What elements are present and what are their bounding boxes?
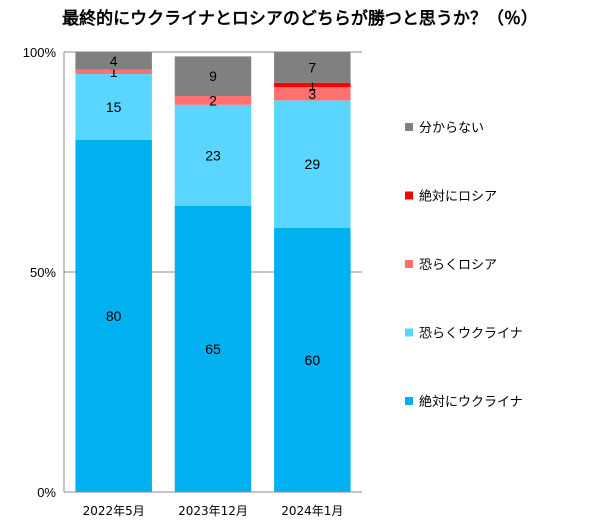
data-label: 1 [110,64,118,80]
legend-label: 恐らくロシア [419,258,497,273]
legend-label: 分からない [419,121,484,136]
data-label: 15 [106,99,122,115]
bar-segment [274,100,351,228]
bar-segment [75,74,152,140]
legend-label: 絶対にウクライナ [419,394,523,410]
x-category-label: 2024年1月 [281,504,343,518]
data-label: 1 [308,77,316,93]
bar-segment [274,52,351,83]
data-label: 65 [205,341,221,357]
y-tick-label: 0% [37,485,56,500]
legend-swatch [405,397,413,405]
bar-segment [274,87,351,101]
legend-swatch [405,260,413,268]
legend-swatch [405,123,413,131]
x-category-label: 2023年12月 [178,504,248,518]
legend-swatch [405,328,413,337]
data-label: 4 [110,53,118,69]
bar-segment [174,206,252,492]
data-label: 23 [205,147,221,163]
bar-segment [75,52,152,70]
bar-segment [174,96,252,105]
x-category-label: 2022年5月 [83,504,145,518]
data-label: 7 [308,59,316,75]
axes: 0% 50% 100% 2022年5月 2023年12月 2024年1月 [23,45,362,518]
data-label: 80 [106,308,122,324]
legend-label: 恐らくウクライナ [419,327,523,342]
data-label: 29 [305,156,321,172]
data-label: 60 [305,352,321,368]
data-label: 9 [209,68,217,84]
bar-segment [174,104,252,206]
legend-label: 絶対にロシア [419,189,497,205]
chart-title: 最終的にウクライナとロシアのどちらが勝つと思うか？（％） [62,9,538,29]
bar-segment [174,56,252,96]
bar-segment [274,228,351,492]
bar-segment [274,82,351,88]
bar-segment [75,69,152,74]
y-tick-label: 50% [30,265,56,280]
legend-swatch [405,191,413,200]
data-label: 3 [308,86,316,102]
data-label: 2 [209,92,217,108]
y-tick-label: 100% [23,45,57,60]
bar-segment [75,140,152,492]
